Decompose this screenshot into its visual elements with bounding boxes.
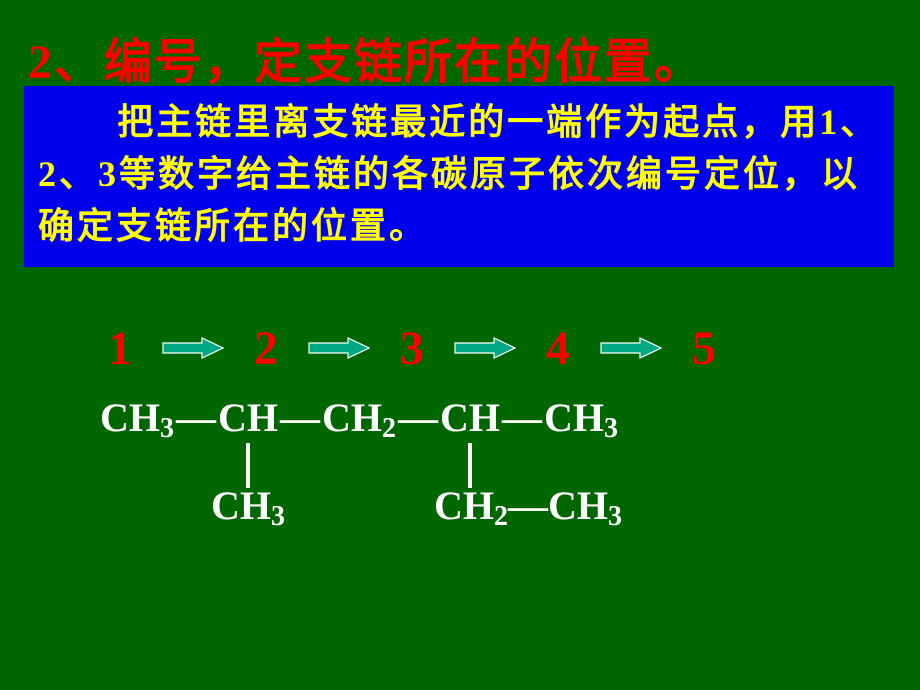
arrow-icon <box>140 337 246 359</box>
carbon-group: CH <box>218 394 278 441</box>
carbon-number: 2 <box>246 321 286 376</box>
branch-group: CH2—CH3 <box>434 482 622 529</box>
structural-formula: CH3—CH—CH2—CH—CH3 CH3 CH2—CH3 <box>100 394 618 441</box>
arrow-icon <box>578 337 684 359</box>
branch-group: CH3 <box>211 482 285 529</box>
carbon-number: 5 <box>684 321 724 376</box>
carbon-number: 4 <box>538 321 578 376</box>
carbon-number-row: 1 2 3 4 5 <box>100 320 724 376</box>
arrow-icon <box>286 337 392 359</box>
description-box: 把主链里离支链最近的一端作为起点，用1、2、3等数字给主链的各碳原子依次编号定位… <box>24 86 894 267</box>
bond-vertical-icon <box>468 442 472 476</box>
carbon-number: 3 <box>392 321 432 376</box>
arrow-icon <box>432 337 538 359</box>
carbon-group: CH <box>440 394 500 441</box>
carbon-group: CH3 <box>100 394 174 441</box>
bond-vertical-icon <box>246 442 250 476</box>
carbon-group: CH3 <box>544 394 618 441</box>
description-text: 把主链里离支链最近的一端作为起点，用1、2、3等数字给主链的各碳原子依次编号定位… <box>38 96 880 253</box>
main-chain: CH3—CH—CH2—CH—CH3 <box>100 394 618 441</box>
slide-title: 2、编号，定支链所在的位置。 <box>28 22 704 92</box>
carbon-group: CH2 <box>322 394 396 441</box>
carbon-number: 1 <box>100 321 140 376</box>
